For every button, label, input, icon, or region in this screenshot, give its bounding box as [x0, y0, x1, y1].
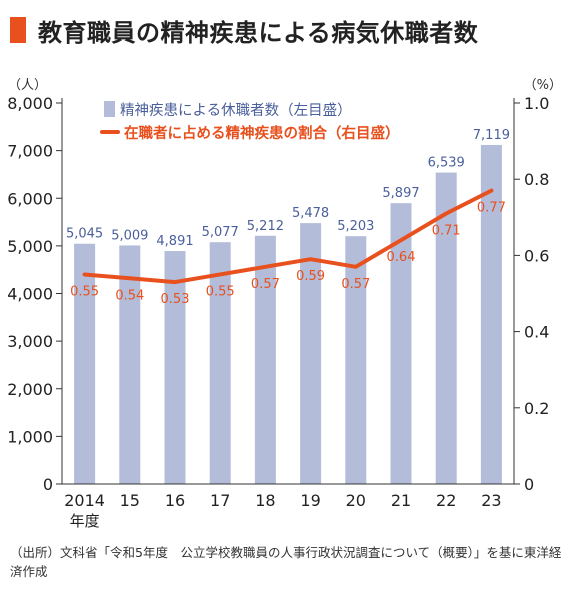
x-tick-label: 21: [391, 491, 411, 510]
x-tick-label: 19: [300, 491, 320, 510]
x-tick-label: 23: [481, 491, 501, 510]
bar: [390, 203, 412, 484]
bar: [435, 172, 457, 484]
x-tick-label: 22: [436, 491, 456, 510]
bar-value-label: 5,045: [66, 227, 103, 242]
line-value-label: 0.54: [115, 288, 144, 303]
bar: [119, 245, 141, 484]
line-value-label: 0.71: [432, 223, 461, 238]
legend-line-label: 在職者に占める精神疾患の割合（右目盛）: [124, 124, 400, 142]
bar: [480, 144, 502, 484]
bar-value-label: 5,897: [382, 186, 419, 201]
line-value-label: 0.77: [477, 201, 506, 216]
line-value-label: 0.59: [296, 269, 325, 284]
line-series-ratio: [82, 188, 494, 285]
right-axis-unit: （%）: [524, 78, 562, 93]
line-value-label: 0.53: [161, 292, 190, 307]
bar-value-label: 7,119: [473, 128, 510, 143]
bar-value-label: 6,539: [428, 156, 465, 171]
bar: [74, 243, 96, 484]
chart-title-row: 教育職員の精神疾患による病気休職者数: [10, 14, 479, 47]
left-tick-label: 8,000: [7, 94, 53, 113]
line-value-label: 0.57: [251, 277, 280, 292]
right-tick-label: 0.4: [524, 323, 549, 342]
bar-value-label: 5,212: [247, 219, 284, 234]
title-accent-mark: [10, 17, 26, 43]
bar-value-label: 5,203: [337, 219, 374, 234]
x-tick-label: 18: [255, 491, 275, 510]
bar-value-label: 5,478: [292, 206, 329, 221]
bar-value-label: 5,077: [202, 225, 239, 240]
line-value-label: 0.55: [70, 284, 99, 299]
left-tick-label: 3,000: [7, 332, 53, 351]
right-tick-label: 0: [524, 475, 534, 494]
line-value-label: 0.57: [341, 277, 370, 292]
x-tick-label: 2014: [64, 491, 105, 510]
bar-value-label: 5,009: [111, 228, 148, 243]
x-axis-sublabel: 年度: [70, 512, 100, 530]
bar: [254, 235, 276, 484]
x-tick-label: 16: [165, 491, 185, 510]
legend-bar-label: 精神疾患による休職者数（左目盛）: [120, 102, 352, 119]
source-note: （出所）文科省「令和5年度 公立学校教職員の人事行政状況調査について（概要）」を…: [10, 545, 562, 579]
left-tick-label: 2,000: [7, 380, 53, 399]
left-tick-label: 4,000: [7, 285, 53, 304]
left-tick-label: 7,000: [7, 142, 53, 161]
bar: [164, 251, 186, 484]
left-axis-unit: （人）: [8, 78, 47, 93]
line-value-label: 0.64: [387, 250, 416, 265]
left-tick-label: 1,000: [7, 427, 53, 446]
right-tick-label: 0.6: [524, 246, 549, 265]
line-value-label: 0.55: [206, 284, 235, 299]
left-tick-label: 5,000: [7, 237, 53, 256]
left-tick-label: 6,000: [7, 189, 53, 208]
chart-plot: （人） （%） 0 1,000 2,000 3,000 4,000 5,000 6,000 7,0…: [7, 78, 562, 530]
bar: [345, 236, 367, 484]
left-tick-label: 0: [43, 475, 53, 494]
right-tick-label: 0.8: [524, 170, 549, 189]
bar-value-label: 4,891: [156, 234, 193, 249]
legend-bar-swatch: [104, 101, 115, 117]
x-tick-label: 17: [210, 491, 230, 510]
right-tick-label: 0.2: [524, 399, 549, 418]
bar: [209, 242, 231, 484]
x-tick-label: 15: [120, 491, 140, 510]
bar: [300, 223, 322, 485]
chart-title: 教育職員の精神疾患による病気休職者数: [38, 18, 479, 47]
x-tick-label: 20: [346, 491, 366, 510]
right-tick-label: 1.0: [524, 94, 549, 113]
